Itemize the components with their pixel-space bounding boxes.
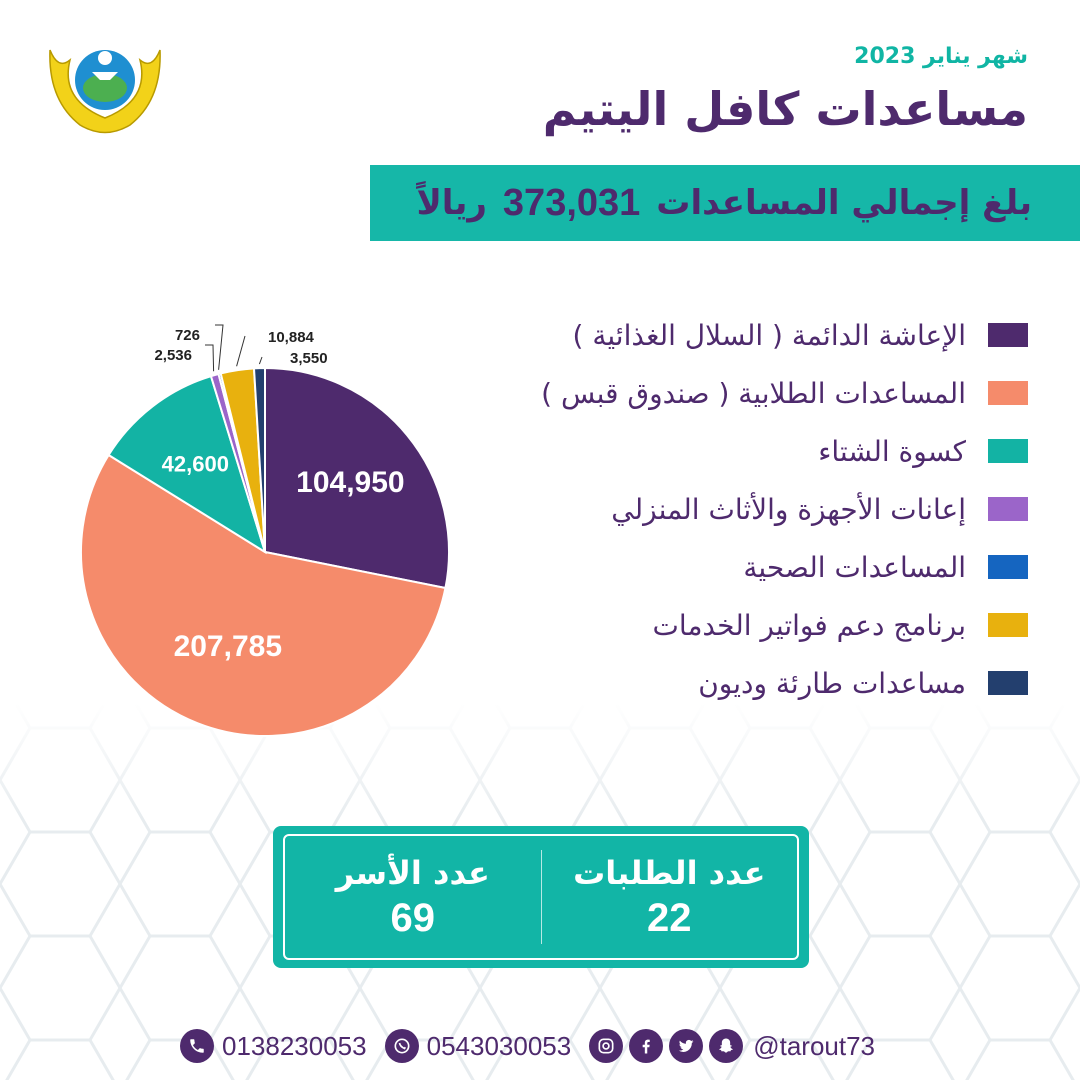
families-stat: عدد الأسر 69 [285, 836, 541, 958]
pie-slice-7 [252, 366, 266, 553]
legend-label: مساعدات طارئة وديون [698, 666, 966, 700]
stats-divider [540, 850, 542, 944]
slice-label-5: 726 [175, 327, 200, 344]
total-banner: بلغ إجمالي المساعدات 373,031 ريالاً [370, 165, 1080, 241]
legend-label: برنامج دعم فواتير الخدمات [652, 608, 966, 642]
whatsapp-number: 0543030053 [426, 1030, 572, 1061]
legend-swatch [988, 323, 1028, 347]
leader-line-7 [258, 356, 263, 365]
twitter-icon[interactable] [669, 1029, 704, 1063]
page-title: مساعدات كافل اليتيم [542, 82, 1028, 136]
legend-swatch [988, 613, 1028, 637]
legend-item-2: المساعدات الطلابية ( صندوق قبس ) [468, 364, 1028, 422]
requests-value: 22 [647, 895, 692, 940]
pie-slice-3 [107, 374, 267, 555]
families-value: 69 [390, 895, 436, 940]
pie-chart: 104,950 207,785 42,600 2,536 726 10,884 3,550 [79, 324, 450, 737]
social-icons: @tarout73 [589, 1029, 875, 1063]
phone-contact[interactable]: 0138230053 [180, 1029, 367, 1063]
slice-label-2: 207,785 [174, 630, 282, 663]
whatsapp-icon [384, 1029, 419, 1063]
legend-item-3: كسوة الشتاء [468, 422, 1028, 480]
month-label: شهر يناير 2023 [854, 44, 1028, 69]
leader-line-6 [236, 335, 246, 367]
legend-label: إعانات الأجهزة والأثاث المنزلي [611, 492, 966, 526]
stats-panel: عدد الطلبات 22 عدد الأسر 69 [273, 826, 809, 968]
legend-swatch [988, 555, 1028, 579]
slice-label-1: 104,950 [296, 466, 404, 499]
legend-item-1: الإعاشة الدائمة ( السلال الغذائية ) [468, 306, 1028, 364]
legend-label: المساعدات الطلابية ( صندوق قبس ) [541, 376, 966, 410]
legend-item-4: إعانات الأجهزة والأثاث المنزلي [468, 480, 1028, 538]
chart-legend: الإعاشة الدائمة ( السلال الغذائية ) المسا… [468, 306, 1028, 712]
legend-swatch [988, 497, 1028, 521]
snapchat-icon[interactable] [709, 1029, 744, 1063]
requests-stat: عدد الطلبات 22 [542, 836, 798, 958]
social-handle: @tarout73 [753, 1030, 876, 1061]
legend-swatch [988, 381, 1028, 405]
slice-label-3: 42,600 [162, 452, 229, 477]
logo-emblem [49, 49, 161, 134]
legend-swatch [988, 671, 1028, 695]
instagram-icon[interactable] [589, 1029, 624, 1063]
phone-number: 0138230053 [222, 1030, 367, 1061]
legend-item-5: المساعدات الصحية [468, 538, 1028, 596]
pie-slice-1 [264, 366, 450, 590]
legend-label: المساعدات الصحية [743, 550, 966, 584]
contact-footer: 0138230053 0543030053 @tarout73 [180, 1024, 940, 1068]
leader-line-4 [205, 344, 215, 372]
families-label: عدد الأسر [335, 853, 490, 892]
pie-slice-2 [79, 453, 447, 737]
total-amount: 373,031 [502, 181, 641, 224]
legend-item-7: مساعدات طارئة وديون [468, 654, 1028, 712]
legend-swatch [988, 439, 1028, 463]
total-currency: ريالاً [416, 183, 487, 223]
legend-item-6: برنامج دعم فواتير الخدمات [468, 596, 1028, 654]
whatsapp-contact[interactable]: 0543030053 [384, 1029, 572, 1063]
phone-icon [180, 1029, 214, 1063]
slice-label-7: 3,550 [290, 350, 328, 367]
legend-label: كسوة الشتاء [818, 434, 966, 468]
slice-label-4: 2,536 [154, 347, 192, 364]
facebook-icon[interactable] [629, 1029, 664, 1063]
requests-label: عدد الطلبات [573, 853, 766, 892]
slice-label-6: 10,884 [268, 329, 315, 346]
total-prefix: بلغ إجمالي المساعدات [656, 183, 1032, 223]
leader-line-5 [215, 324, 224, 370]
legend-label: الإعاشة الدائمة ( السلال الغذائية ) [572, 318, 966, 352]
